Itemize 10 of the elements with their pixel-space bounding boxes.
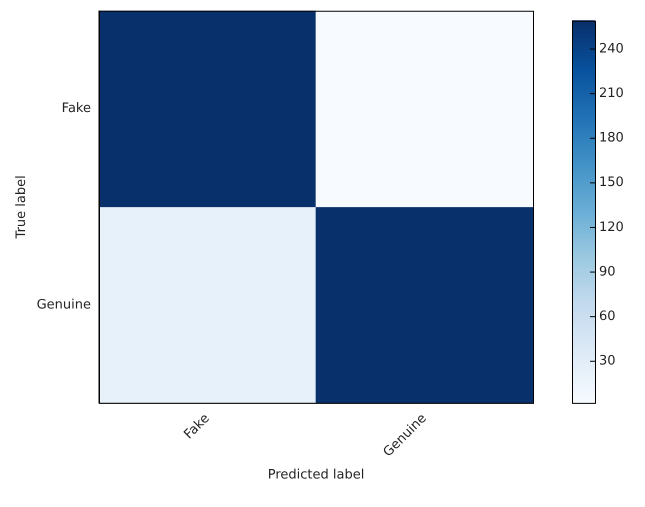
color-bar-label: 60 [599,309,616,324]
color-bar-label: 150 [599,175,624,190]
y-axis-title: True label [14,175,30,240]
color-bar-label: 120 [599,220,624,235]
color-bar-label: 90 [599,264,616,280]
color-bar-label: 240 [599,41,624,56]
color-bar-label: 180 [599,130,624,146]
x-axis-title: Predicted label [268,468,364,483]
color-bar-label: 210 [599,86,624,102]
color-bar-label: 30 [599,354,616,369]
